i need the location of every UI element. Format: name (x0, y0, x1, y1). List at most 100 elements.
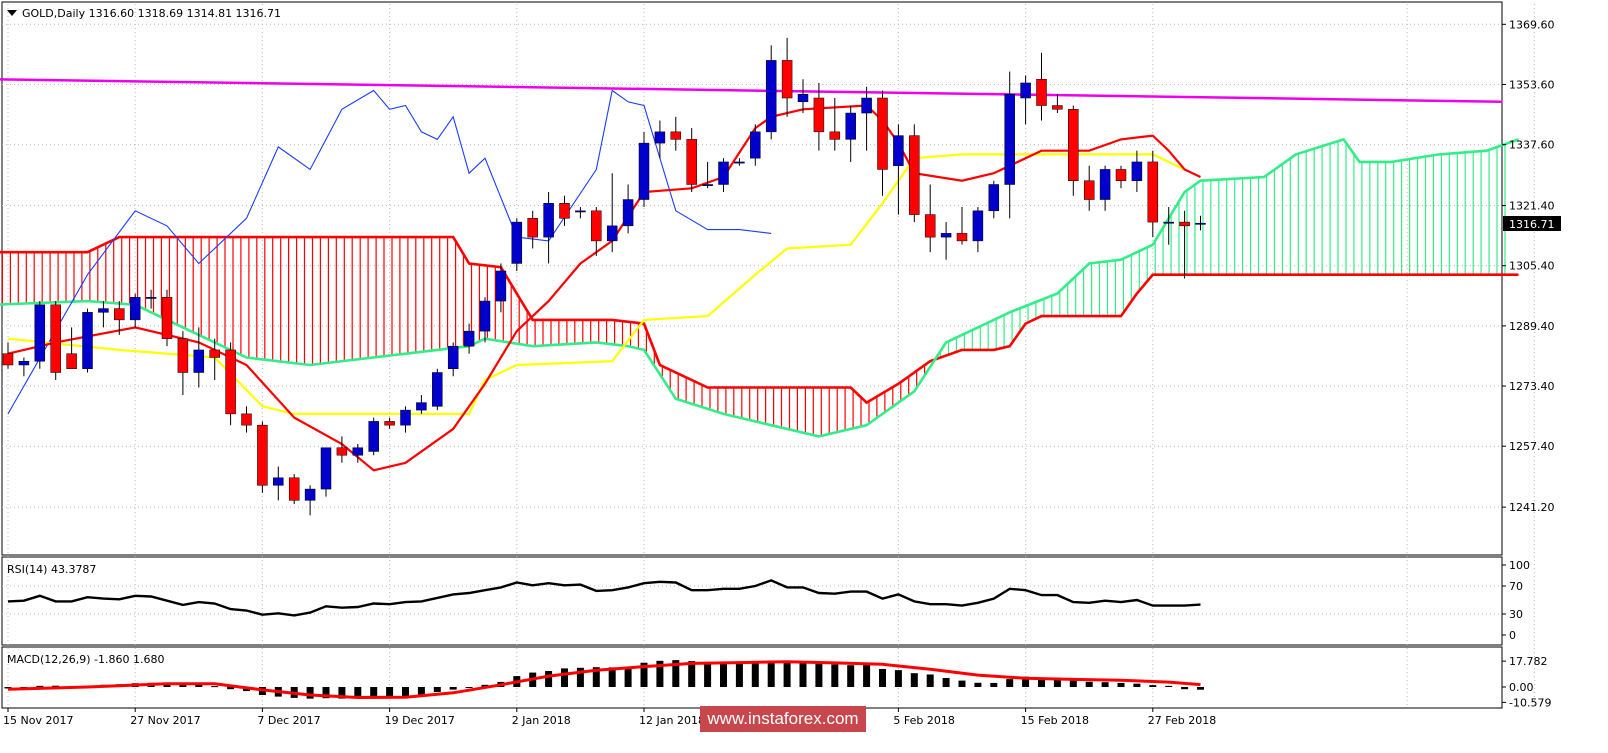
current-price-tag: 1316.71 (1509, 218, 1555, 231)
candle-body (1083, 180, 1095, 200)
candle-body (861, 97, 872, 114)
candle-body (288, 477, 300, 501)
macd-header: MACD(12,26,9) -1.860 1.680 (7, 653, 165, 666)
candle-body (98, 308, 109, 313)
macd-tick-label: 0.00 (1509, 681, 1534, 694)
macd-histogram-bar (831, 664, 839, 687)
candle-body (50, 304, 61, 373)
candle-body (1099, 169, 1111, 200)
candle-body (734, 161, 745, 164)
macd-histogram-bar (1133, 683, 1141, 687)
macd-histogram-bar (52, 685, 60, 687)
candle-body (845, 112, 856, 140)
senkou-span-b-line (0, 235, 1519, 405)
candle-body (606, 225, 618, 242)
macd-histogram-bar (1006, 679, 1014, 687)
candle-body (384, 421, 395, 426)
candle-body (66, 353, 77, 369)
price-tick-label: 1369.60 (1509, 18, 1555, 31)
rsi-tick-label: 70 (1509, 580, 1523, 593)
macd-histogram-bar (720, 663, 727, 687)
price-tick-label: 1241.20 (1509, 501, 1555, 514)
price-tick-label: 1321.40 (1509, 200, 1555, 213)
price-tick-label: 1353.60 (1509, 78, 1555, 91)
macd-histogram-bar (1022, 676, 1030, 687)
candle-body (241, 413, 252, 426)
candle-body (893, 135, 904, 166)
candle-body (2, 353, 14, 366)
macd-histogram-bar (990, 682, 998, 687)
macd-histogram-bar (449, 687, 457, 690)
time-tick-label: 19 Dec 2017 (385, 714, 455, 727)
macd-histogram-bar (179, 685, 187, 687)
macd-histogram-bar (608, 667, 616, 687)
macd-histogram-bar (1181, 687, 1189, 690)
macd-histogram-bar (417, 687, 425, 695)
price-tick-label: 1257.40 (1509, 440, 1555, 453)
macd-histogram-bar (974, 682, 982, 687)
macd-histogram-bar (910, 673, 918, 687)
candle-body (591, 210, 602, 242)
macd-histogram-bar (227, 687, 235, 690)
candle-body (511, 221, 523, 264)
rsi-tick-label: 0 (1509, 629, 1516, 642)
ichimoku-cloud (0, 137, 1519, 438)
symbol-header: GOLD,Daily 1316.60 1318.69 1314.81 1316.… (22, 7, 281, 20)
macd-histogram-bar (926, 674, 934, 687)
candle-body (924, 214, 936, 238)
time-tick-label: 7 Dec 2017 (257, 714, 320, 727)
rsi-header: RSI(14) 43.3787 (7, 563, 96, 576)
candle-body (1131, 161, 1143, 181)
candle-body (781, 60, 793, 99)
macd-histogram-bar (36, 685, 44, 687)
candle-body (543, 203, 554, 238)
macd-histogram-bar (545, 671, 553, 687)
candle-body (1020, 82, 1031, 99)
macd-histogram-bar (751, 662, 759, 687)
macd-histogram-bar (624, 666, 632, 687)
candle-body (813, 97, 825, 133)
macd-histogram-bar (561, 668, 568, 687)
candle-body (670, 131, 682, 140)
time-tick-label: 2 Jan 2018 (512, 714, 571, 727)
candle-body (447, 345, 459, 369)
candle-body (750, 131, 761, 159)
candle-body (416, 402, 427, 411)
macd-histogram-bar (1117, 682, 1125, 687)
candle-body (909, 135, 920, 215)
candle-body (622, 199, 634, 227)
candle-body (463, 330, 475, 347)
macd-histogram-bar (640, 662, 648, 687)
candle-body (702, 184, 713, 186)
macd-histogram-bar (370, 687, 378, 699)
tenkan-sen-line (7, 104, 1201, 472)
candle-body (527, 218, 538, 238)
candle-body (829, 131, 841, 140)
chart-menu-triangle-icon[interactable] (7, 10, 17, 16)
candle-body (273, 477, 284, 486)
candle-body (1179, 221, 1190, 227)
macd-histogram-bar (402, 687, 409, 697)
macd-histogram-bar (592, 667, 600, 687)
candle-body (114, 308, 125, 321)
candle-body (18, 360, 30, 366)
candle-body (145, 297, 157, 299)
price-tick-label: 1289.40 (1509, 320, 1555, 333)
macd-histogram-bar (656, 660, 664, 687)
watermark-link[interactable]: www.instaforex.com (700, 706, 866, 732)
chikou-span-line (7, 89, 772, 415)
macd-histogram-bar (863, 664, 871, 687)
macd-histogram-bar (1149, 685, 1157, 687)
resistance-trendline (0, 78, 1503, 104)
candle-body (1163, 221, 1174, 224)
macd-histogram-bar (1038, 677, 1045, 687)
macd-tick-label: -10.579 (1509, 696, 1551, 709)
price-tick-label: 1273.40 (1509, 380, 1555, 393)
macd-histogram-bar (386, 687, 394, 698)
macd-histogram-bar (1069, 680, 1077, 687)
macd-histogram-bar (576, 667, 584, 687)
macd-histogram-bar (322, 687, 330, 699)
price-axis: 1369.60 1353.60 1337.60 1321.40 1305.40 1289.… (1502, 18, 1555, 709)
time-tick-label: 27 Nov 2017 (130, 714, 200, 727)
